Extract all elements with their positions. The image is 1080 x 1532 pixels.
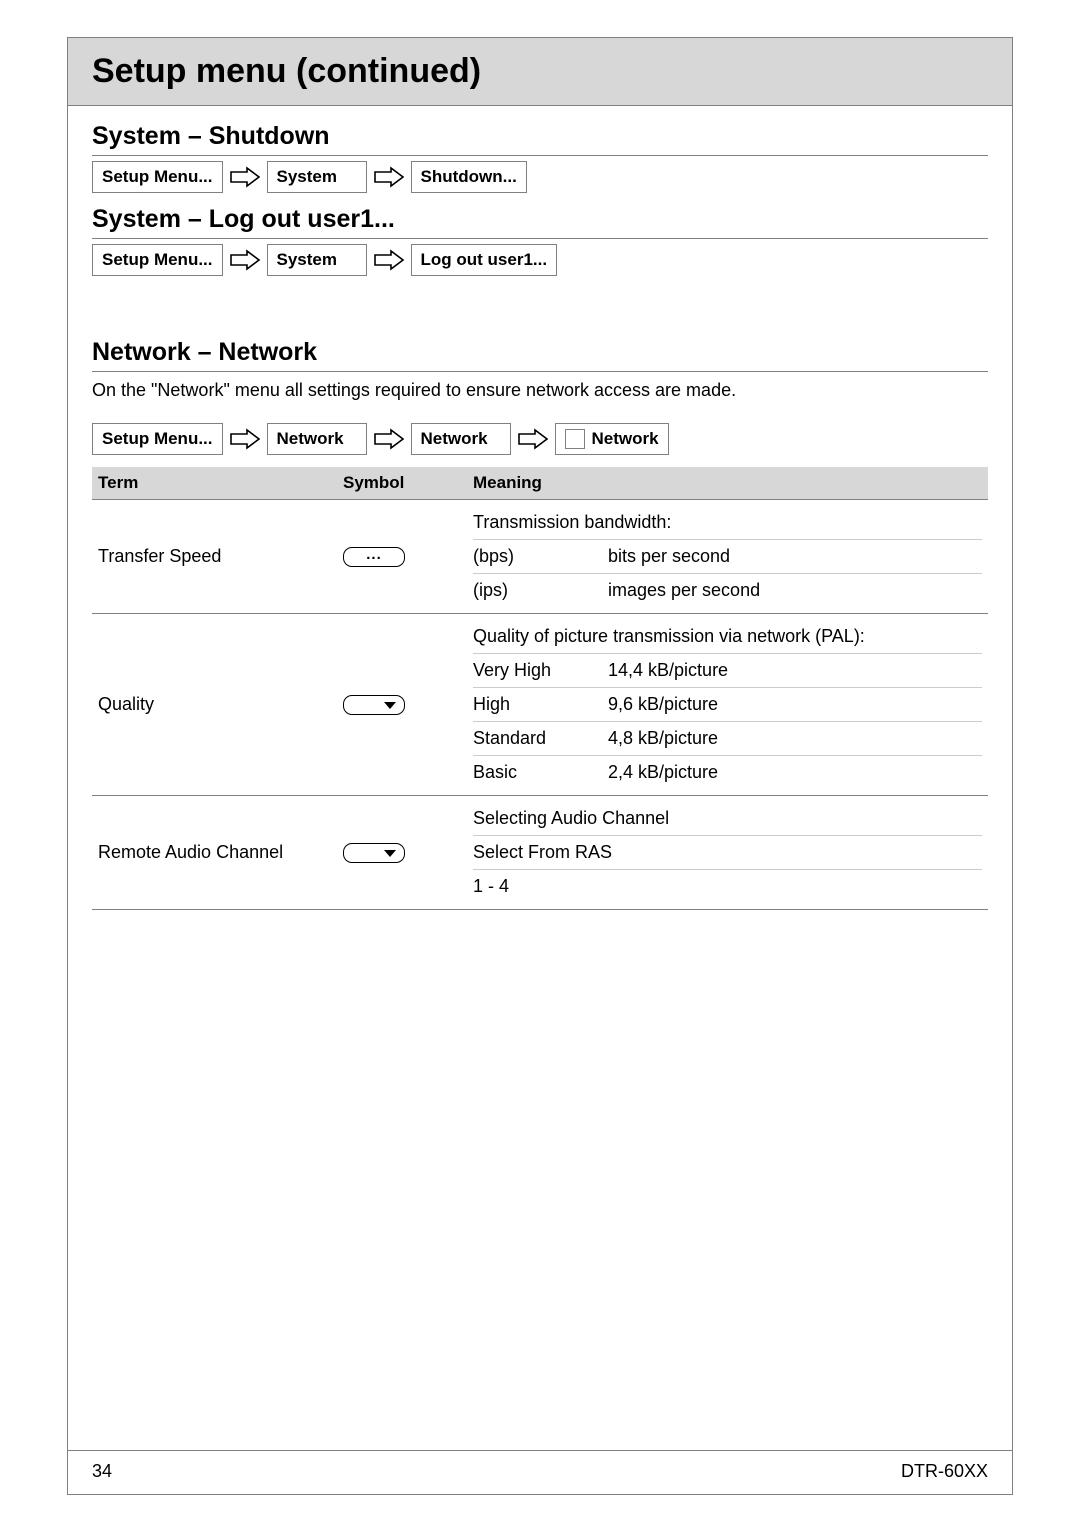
meaning-line: (ips)images per second bbox=[473, 573, 982, 607]
breadcrumb-item: Network bbox=[267, 423, 367, 455]
term-cell: Remote Audio Channel bbox=[92, 796, 337, 909]
table-header-row: Term Symbol Meaning bbox=[92, 467, 988, 500]
document-page: Setup menu (continued) System – Shutdown… bbox=[67, 37, 1013, 1495]
breadcrumb-item: Network bbox=[411, 423, 511, 455]
breadcrumb-item: Log out user1... bbox=[411, 244, 558, 276]
meaning-line: 1 - 4 bbox=[473, 869, 982, 903]
meaning-line: Transmission bandwidth: bbox=[473, 506, 982, 539]
breadcrumb-item: Shutdown... bbox=[411, 161, 527, 193]
page-title: Setup menu (continued) bbox=[92, 52, 988, 91]
meaning-line: Standard4,8 kB/picture bbox=[473, 721, 982, 755]
breadcrumb-item: Setup Menu... bbox=[92, 423, 223, 455]
section-heading-logout: System – Log out user1... bbox=[92, 205, 988, 239]
term-cell: Transfer Speed bbox=[92, 500, 337, 613]
meaning-line: Selecting Audio Channel bbox=[473, 802, 982, 835]
table-row: Quality Quality of picture transmission … bbox=[92, 614, 988, 796]
arrow-right-icon bbox=[373, 166, 405, 188]
breadcrumb-item: Setup Menu... bbox=[92, 161, 223, 193]
table-row: Remote Audio Channel Selecting Audio Cha… bbox=[92, 796, 988, 910]
breadcrumb-item-label: Network bbox=[592, 429, 659, 449]
breadcrumb-item: System bbox=[267, 244, 367, 276]
breadcrumb-item: System bbox=[267, 161, 367, 193]
content-area: System – Shutdown Setup Menu... System S… bbox=[68, 106, 1012, 1450]
spacer bbox=[92, 288, 988, 332]
definitions-table: Term Symbol Meaning Transfer Speed ... T… bbox=[92, 467, 988, 910]
term-cell: Quality bbox=[92, 614, 337, 795]
meaning-line: High9,6 kB/picture bbox=[473, 687, 982, 721]
model-number: DTR-60XX bbox=[901, 1461, 988, 1482]
section-heading-shutdown: System – Shutdown bbox=[92, 122, 988, 156]
tab-icon bbox=[565, 429, 585, 449]
breadcrumb-item: Setup Menu... bbox=[92, 244, 223, 276]
title-bar: Setup menu (continued) bbox=[68, 38, 1012, 106]
meaning-cell: Quality of picture transmission via netw… bbox=[467, 614, 988, 795]
meaning-line: Select From RAS bbox=[473, 835, 982, 869]
symbol-cell: ... bbox=[337, 500, 467, 613]
arrow-right-icon bbox=[229, 166, 261, 188]
dropdown-icon bbox=[343, 695, 405, 715]
dropdown-icon bbox=[343, 843, 405, 863]
breadcrumb-network: Setup Menu... Network Network Network bbox=[92, 423, 988, 455]
arrow-right-icon bbox=[229, 428, 261, 450]
symbol-cell bbox=[337, 796, 467, 909]
arrow-right-icon bbox=[373, 249, 405, 271]
table-row: Transfer Speed ... Transmission bandwidt… bbox=[92, 500, 988, 614]
meaning-cell: Selecting Audio Channel Select From RAS … bbox=[467, 796, 988, 909]
meaning-line: Quality of picture transmission via netw… bbox=[473, 620, 982, 653]
arrow-right-icon bbox=[229, 249, 261, 271]
table-header-symbol: Symbol bbox=[337, 467, 467, 499]
ellipsis-button-icon: ... bbox=[343, 547, 405, 567]
network-description: On the "Network" menu all settings requi… bbox=[92, 380, 988, 401]
breadcrumb-item: Network bbox=[555, 423, 669, 455]
meaning-line: Basic2,4 kB/picture bbox=[473, 755, 982, 789]
symbol-cell bbox=[337, 614, 467, 795]
page-footer: 34 DTR-60XX bbox=[68, 1450, 1012, 1494]
meaning-cell: Transmission bandwidth: (bps)bits per se… bbox=[467, 500, 988, 613]
meaning-line: (bps)bits per second bbox=[473, 539, 982, 573]
arrow-right-icon bbox=[517, 428, 549, 450]
section-heading-network: Network – Network bbox=[92, 338, 988, 372]
meaning-line: Very High14,4 kB/picture bbox=[473, 653, 982, 687]
page-number: 34 bbox=[92, 1461, 112, 1482]
arrow-right-icon bbox=[373, 428, 405, 450]
breadcrumb-logout: Setup Menu... System Log out user1... bbox=[92, 244, 988, 276]
table-header-term: Term bbox=[92, 467, 337, 499]
table-header-meaning: Meaning bbox=[467, 467, 988, 499]
breadcrumb-shutdown: Setup Menu... System Shutdown... bbox=[92, 161, 988, 193]
